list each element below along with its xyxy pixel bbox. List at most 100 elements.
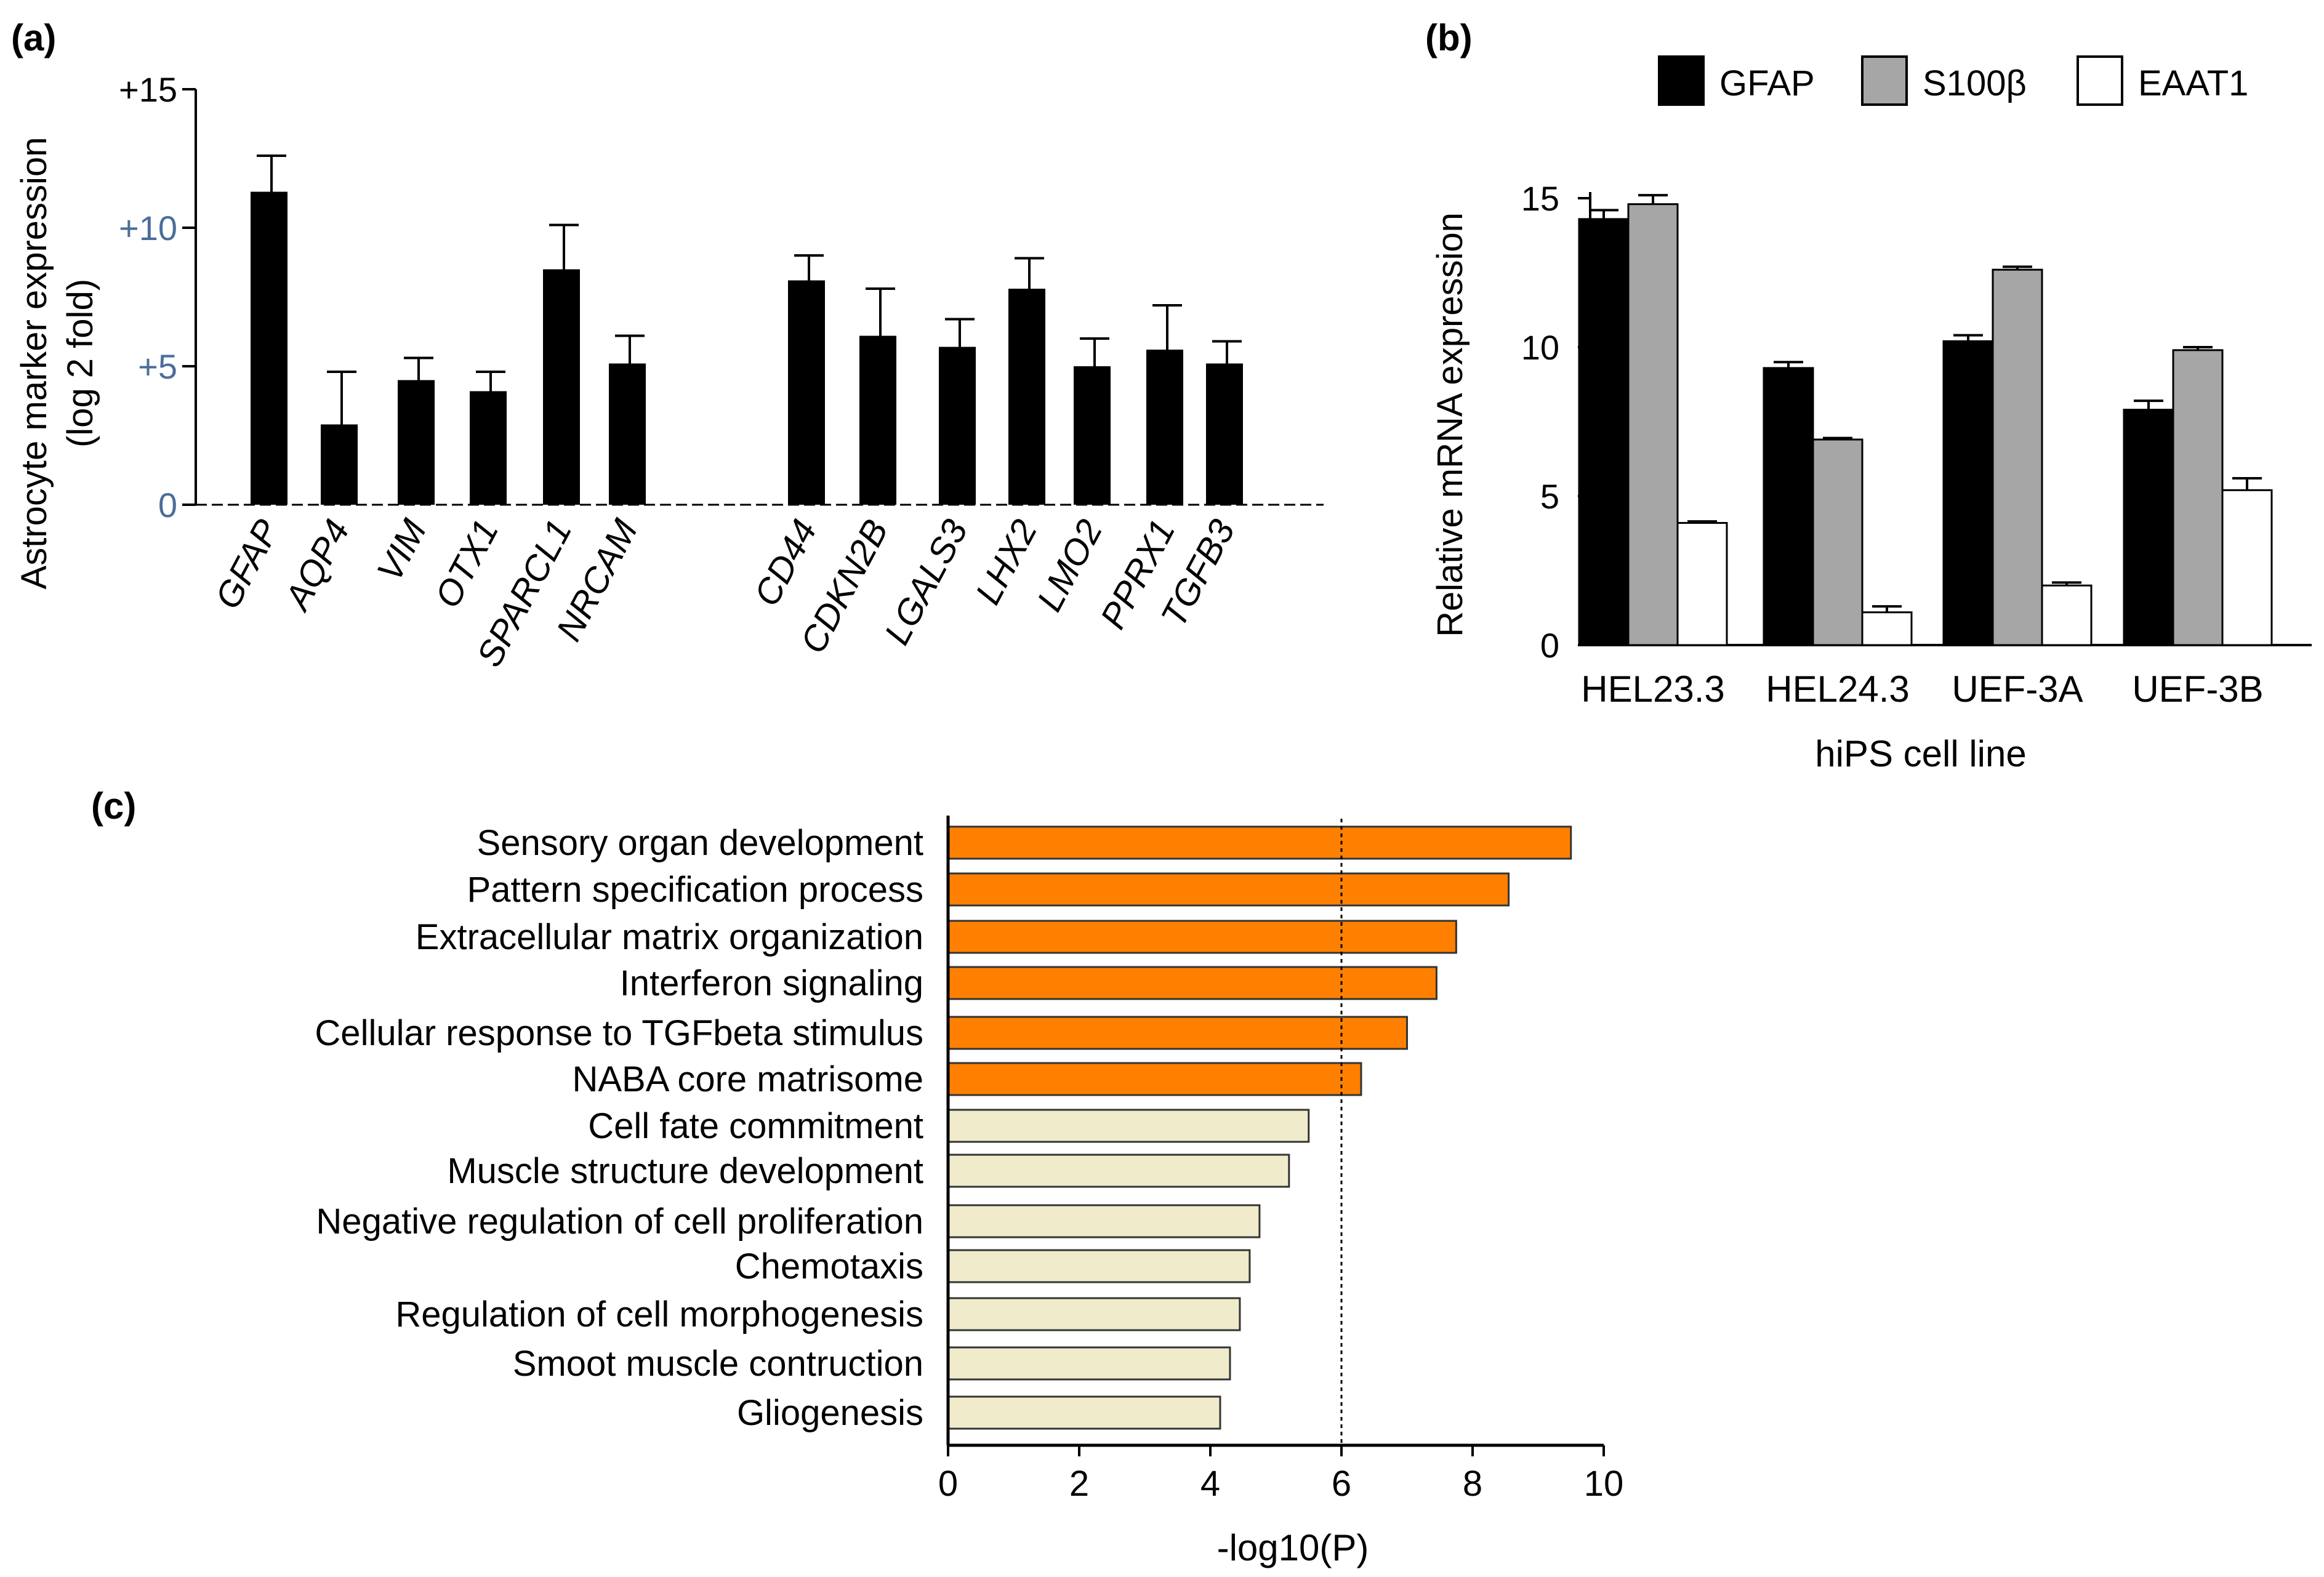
panel-c-bar [947,825,1572,860]
panel-a-bar [1008,289,1045,505]
panel-c-bar [947,1395,1221,1430]
panel-a-bar [398,380,435,505]
panel-a-bar [543,269,580,505]
panel-b-bar [1676,522,1728,646]
panel-c-axes: 0 2 4 6 8 10 [938,816,1623,1504]
panel-c-bar [947,1109,1310,1143]
panel-b-ytick-label: 0 [1540,626,1559,665]
panel-c-bar [947,1204,1261,1238]
panel-a-ytick-label: +5 [138,347,177,386]
panel-a-ytick-label: +10 [119,209,177,247]
panel-b-ytick-label: 15 [1521,179,1559,218]
panel-a-bar [1146,350,1183,505]
panel-c-xtick-label: 6 [1332,1464,1351,1504]
panel-c-xtick-label: 10 [1584,1464,1624,1504]
panel-b-ytick-label: 10 [1521,328,1559,367]
panel-b-legend-label: S100β [1923,63,2027,103]
panel-a-bar [609,363,646,505]
panel-c-bar [947,1249,1251,1283]
panel-a-bar [939,347,976,505]
panel-c-xtick-label: 4 [1200,1464,1220,1504]
panel-a-ytick-label: +15 [119,70,177,109]
panel-c-bars [947,825,1572,1430]
panel-a-bar [251,191,287,505]
panel-c-category-labels: Sensory organ development Pattern specifi… [315,823,923,1433]
panel-a-bars [251,154,1243,505]
panel-c-category-label: Negative regulation of cell proliferatio… [316,1202,923,1242]
panel-c-category-label: Cell fate commitment [588,1106,923,1146]
panel-b-ylabel: Relative mRNA expression [1430,212,1470,637]
panel-b-axes: 0 5 10 15 HEL23.3 HEL24.3 UEF-3A UEF-3B [1521,179,2312,710]
panel-b-label: (b) [1425,17,1473,58]
panel-a-label: (a) [11,17,56,58]
panel-c-category-label: NABA core matrisome [572,1059,923,1099]
panel-b-xlabel: hiPS cell line [1815,733,2027,774]
panel-c-bar [947,1346,1231,1381]
panel-a-xtick-label: OTX1 [427,513,507,614]
panel-c-bar [947,1297,1241,1331]
panel-c-category-label: Cellular response to TGFbeta stimulus [315,1013,923,1053]
panel-c-category-label: Muscle structure development [447,1151,923,1191]
panel-c-label: (c) [91,785,136,827]
panel-c-category-label: Smoot muscle contruction [513,1344,923,1384]
panel-b-xtick-label: HEL23.3 [1581,668,1725,710]
panel-b-legend-label: GFAP [1719,63,1815,103]
panel-b-bar [2123,409,2174,646]
panel-b-ytick-label: 5 [1540,477,1559,516]
panel-b-bar [1578,218,1630,646]
panel-a-bar [321,424,358,505]
panel-c-chart: 0 2 4 6 8 10 Sensory organ development Pattern… [315,816,1623,1568]
panel-c-category-label: Pattern specification process [467,870,923,910]
panel-b-bar [1763,367,1814,646]
panel-a-bar [1206,363,1243,505]
panel-b-legend: GFAP S100β EAAT1 [1658,55,2248,106]
panel-c-category-label: Interferon signaling [620,963,923,1003]
panel-a-xtick-label: LMO2 [1029,513,1111,618]
panel-c-bar [947,872,1510,907]
panel-c-bar [947,1016,1408,1050]
panel-a-bar [470,391,507,505]
panel-c-xtick-label: 8 [1463,1464,1482,1504]
panel-a-ylabel-line2: (log 2 fold) [60,279,100,447]
panel-b-bar [1812,438,1864,646]
panel-a-bar [788,280,825,505]
panel-c-category-label: Gliogenesis [737,1393,923,1433]
panel-c-xtick-label: 2 [1069,1464,1089,1504]
panel-a-ytick-label: 0 [158,486,177,524]
panel-c-bar [947,1062,1362,1096]
panel-b-bar [2172,349,2224,646]
panel-b-bar [2041,584,2093,646]
panel-a-ylabel: Astrocyte marker expression (log 2 fold) [14,137,100,590]
panel-b-bar [1861,611,1913,646]
panel-c-category-label: Extracellular matrix organization [416,917,923,957]
panel-c-bar [947,920,1457,954]
panel-c-category-label: Sensory organ development [477,823,923,863]
panel-c-category-label: Chemotaxis [735,1246,923,1286]
panel-b-chart: Relative mRNA expression hiPS cell line … [1430,55,2312,774]
panel-a-axes: 0 +5 +10 +15 [119,70,1324,524]
panel-a-bar [1074,366,1111,505]
panel-c-category-label: Regulation of cell morphogenesis [395,1294,923,1334]
panel-a-ylabel-line1: Astrocyte marker expression [14,137,54,590]
panel-b-legend-label: EAAT1 [2138,63,2248,103]
panel-a-xtick-label: GFAP [207,513,287,615]
panel-b-legend-swatch [1658,55,1705,106]
panel-a-bar [859,335,896,505]
panel-b-bars [1578,194,2273,646]
panel-b-xtick-label: UEF-3A [1952,668,2083,710]
panel-a-xtick-label: VIM [369,513,435,588]
panel-c-xtick-label: 0 [938,1464,958,1504]
panel-b-legend-swatch [1861,55,1908,106]
panel-b-bar [1992,268,2043,646]
panel-c-bar [947,966,1437,1000]
panel-c-bar [947,1154,1290,1188]
panel-b-legend-swatch [2077,55,2123,106]
panel-b-bar [1942,340,1994,646]
panel-b-xtick-label: UEF-3B [2132,668,2263,710]
panel-b-xtick-label: HEL24.3 [1766,668,1910,710]
panel-b-bar [1627,203,1679,646]
panel-b-bar [2221,489,2273,646]
panel-a-chart: Astrocyte marker expression (log 2 fold)… [14,70,1324,673]
